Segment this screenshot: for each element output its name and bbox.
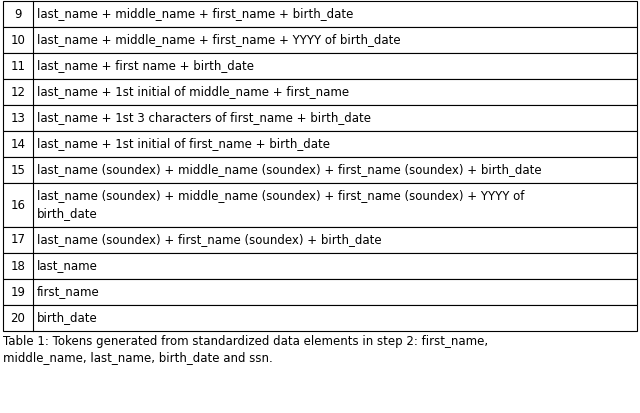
Text: first_name: first_name	[37, 285, 100, 299]
Text: last_name + 1st initial of first_name + birth_date: last_name + 1st initial of first_name + …	[37, 138, 330, 150]
Text: last_name + 1st initial of middle_name + first_name: last_name + 1st initial of middle_name +…	[37, 85, 349, 98]
Bar	[3, 27, 637, 53]
Text: 15: 15	[11, 164, 26, 176]
Bar	[3, 305, 637, 331]
Text: 17: 17	[10, 233, 26, 247]
Text: 12: 12	[10, 85, 26, 98]
Bar	[3, 79, 637, 105]
Bar	[3, 105, 637, 131]
Text: 10: 10	[11, 33, 26, 47]
Text: 19: 19	[10, 285, 26, 299]
Text: last_name: last_name	[37, 259, 98, 273]
Text: Table 1: Tokens generated from standardized data elements in step 2: first_name,: Table 1: Tokens generated from standardi…	[3, 335, 488, 348]
Bar	[3, 1, 637, 27]
Bar	[3, 227, 637, 253]
Text: 11: 11	[10, 59, 26, 73]
Bar	[3, 131, 637, 157]
Text: 14: 14	[10, 138, 26, 150]
Text: 13: 13	[11, 112, 26, 124]
Text: birth_date: birth_date	[37, 311, 98, 325]
Text: last_name (soundex) + middle_name (soundex) + first_name (soundex) + YYYY of
bir: last_name (soundex) + middle_name (sound…	[37, 189, 524, 220]
Text: last_name + 1st 3 characters of first_name + birth_date: last_name + 1st 3 characters of first_na…	[37, 112, 371, 124]
Bar	[3, 253, 637, 279]
Text: last_name (soundex) + first_name (soundex) + birth_date: last_name (soundex) + first_name (sounde…	[37, 233, 381, 247]
Text: 18: 18	[11, 259, 26, 273]
Text: last_name (soundex) + middle_name (soundex) + first_name (soundex) + birth_date: last_name (soundex) + middle_name (sound…	[37, 164, 541, 176]
Text: middle_name, last_name, birth_date and ssn.: middle_name, last_name, birth_date and s…	[3, 351, 273, 364]
Bar	[3, 279, 637, 305]
Text: last_name + middle_name + first_name + birth_date: last_name + middle_name + first_name + b…	[37, 7, 353, 21]
Text: last_name + first name + birth_date: last_name + first name + birth_date	[37, 59, 254, 73]
Text: 16: 16	[10, 199, 26, 211]
Bar	[3, 183, 637, 227]
Bar	[3, 53, 637, 79]
Text: 20: 20	[11, 311, 26, 325]
Text: last_name + middle_name + first_name + YYYY of birth_date: last_name + middle_name + first_name + Y…	[37, 33, 401, 47]
Bar	[3, 157, 637, 183]
Text: 9: 9	[14, 7, 22, 21]
